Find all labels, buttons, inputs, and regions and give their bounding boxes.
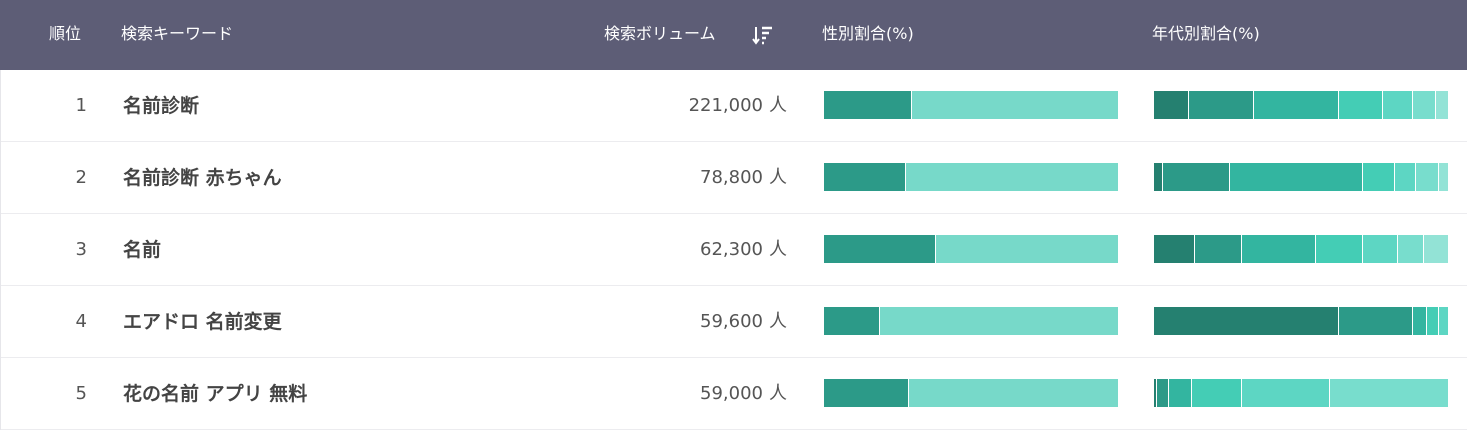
age-segment (1427, 307, 1440, 335)
age-segment (1154, 307, 1340, 335)
table-row: 2 名前診断 赤ちゃん 78,800 人 (1, 142, 1467, 214)
volume-value: 78,800 (700, 167, 763, 188)
volume-cell: 78,800 人 (700, 167, 787, 189)
rank-cell: 2 (75, 167, 87, 188)
gender-segment (909, 379, 1118, 407)
age-segment (1315, 235, 1363, 263)
age-segment (1395, 163, 1416, 191)
age-segment (1330, 379, 1448, 407)
gender-ratio-bar (824, 379, 1118, 407)
volume-cell: 221,000 人 (689, 95, 787, 117)
header-keyword: 検索キーワード (121, 24, 234, 43)
age-segment (1253, 91, 1340, 119)
header-volume[interactable]: 検索ボリューム (604, 24, 716, 43)
sort-descending-icon[interactable] (752, 24, 776, 46)
age-segment (1362, 235, 1398, 263)
volume-unit: 人 (769, 167, 787, 188)
age-segment (1397, 235, 1425, 263)
age-segment (1162, 163, 1231, 191)
age-segment (1156, 379, 1169, 407)
gender-segment (824, 379, 910, 407)
age-ratio-bar (1154, 379, 1448, 407)
age-segment (1195, 235, 1243, 263)
volume-cell: 59,000 人 (700, 383, 787, 405)
age-segment (1439, 307, 1448, 335)
gender-ratio-bar (824, 235, 1118, 263)
age-segment (1242, 235, 1316, 263)
header-age-ratio: 年代別割合(%) (1152, 24, 1260, 43)
age-segment (1439, 163, 1448, 191)
gender-segment (879, 307, 1118, 335)
volume-unit: 人 (769, 239, 787, 260)
table-header: 順位 検索キーワード 検索ボリューム 性別割合(%) 年代別割合(%) (0, 0, 1467, 70)
gender-segment (906, 163, 1118, 191)
age-segment (1154, 91, 1190, 119)
gender-segment (912, 91, 1118, 119)
gender-segment (824, 307, 880, 335)
header-rank: 順位 (49, 24, 82, 43)
age-segment (1154, 235, 1196, 263)
gender-ratio-bar (824, 163, 1118, 191)
table-row: 3 名前 62,300 人 (1, 214, 1467, 286)
volume-cell: 62,300 人 (700, 239, 787, 261)
gender-segment (824, 235, 936, 263)
volume-unit: 人 (769, 311, 787, 332)
keyword-link[interactable]: 名前診断 (123, 95, 200, 117)
gender-segment (824, 163, 907, 191)
age-ratio-bar (1154, 235, 1448, 263)
age-segment (1154, 379, 1157, 407)
volume-value: 59,600 (700, 311, 763, 332)
age-ratio-bar (1154, 163, 1448, 191)
age-segment (1362, 163, 1396, 191)
rank-cell: 3 (75, 239, 87, 260)
gender-segment (824, 91, 913, 119)
keyword-link[interactable]: 名前 (123, 239, 162, 261)
rank-cell: 5 (75, 383, 87, 404)
table-row: 1 名前診断 221,000 人 (1, 70, 1467, 142)
age-segment (1189, 91, 1254, 119)
age-segment (1424, 235, 1448, 263)
table-body: 1 名前診断 221,000 人 2 名前診断 赤ちゃん 78,800 人 3 名前… (0, 70, 1467, 430)
volume-unit: 人 (769, 95, 787, 116)
header-gender-ratio: 性別割合(%) (822, 24, 914, 43)
age-segment (1168, 379, 1193, 407)
age-segment (1339, 307, 1413, 335)
volume-cell: 59,600 人 (700, 311, 787, 333)
keyword-link[interactable]: 名前診断 赤ちゃん (123, 167, 282, 189)
rank-cell: 1 (75, 95, 87, 116)
gender-ratio-bar (824, 307, 1118, 335)
age-ratio-bar (1154, 91, 1448, 119)
age-segment (1192, 379, 1243, 407)
age-segment (1412, 91, 1437, 119)
age-segment (1339, 91, 1384, 119)
volume-value: 59,000 (700, 383, 763, 404)
age-segment (1242, 379, 1331, 407)
volume-value: 62,300 (700, 239, 763, 260)
age-segment (1383, 91, 1413, 119)
gender-segment (935, 235, 1118, 263)
age-segment (1412, 307, 1428, 335)
volume-unit: 人 (769, 383, 787, 404)
keyword-link[interactable]: エアドロ 名前変更 (123, 311, 282, 333)
table-row: 4 エアドロ 名前変更 59,600 人 (1, 286, 1467, 358)
age-segment (1436, 91, 1448, 119)
gender-ratio-bar (824, 91, 1118, 119)
age-ratio-bar (1154, 307, 1448, 335)
age-segment (1230, 163, 1363, 191)
table-row: 5 花の名前 アプリ 無料 59,000 人 (1, 358, 1467, 430)
age-segment (1415, 163, 1440, 191)
rank-cell: 4 (75, 311, 87, 332)
keyword-link[interactable]: 花の名前 アプリ 無料 (123, 383, 308, 405)
volume-value: 221,000 (688, 95, 763, 116)
age-segment (1154, 163, 1163, 191)
